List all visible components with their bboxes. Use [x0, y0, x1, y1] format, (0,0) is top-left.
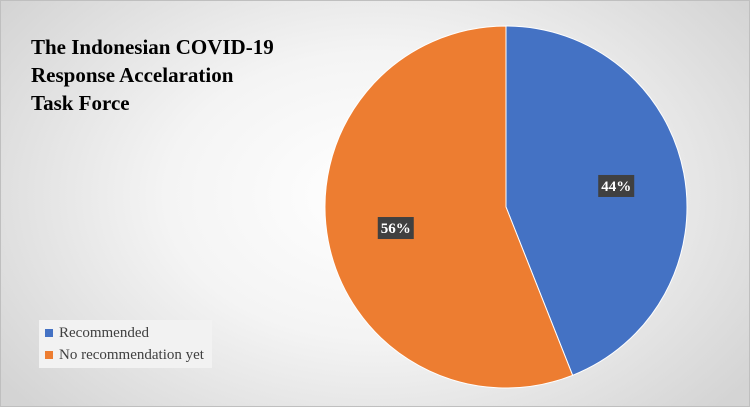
- legend-label-recommended: Recommended: [59, 324, 149, 341]
- legend-item-no-recommendation: No recommendation yet: [45, 344, 204, 366]
- legend: Recommended No recommendation yet: [39, 320, 212, 368]
- legend-label-no-recommendation: No recommendation yet: [59, 346, 204, 363]
- data-label-box-1: [598, 174, 635, 197]
- data-label-1: 44%: [598, 174, 635, 197]
- legend-swatch-no-recommendation: [45, 351, 53, 359]
- chart-title-line-1: The Indonesian COVID-19: [31, 35, 274, 59]
- pie-slice-1: [505, 25, 688, 376]
- legend-item-recommended: Recommended: [45, 322, 204, 344]
- legend-swatch-recommended: [45, 329, 53, 337]
- chart-title-line-3: Task Force: [31, 91, 130, 115]
- data-label-box-2: [377, 217, 414, 240]
- pie-slice-2: [324, 25, 574, 389]
- data-label-text-2: 56%: [381, 221, 411, 237]
- data-label-text-1: 44%: [601, 179, 631, 195]
- chart-title-line-2: Response Accelaration: [31, 63, 234, 87]
- data-label-2: 56%: [377, 217, 414, 240]
- chart-title: The Indonesian COVID-19 Response Accelar…: [31, 33, 321, 117]
